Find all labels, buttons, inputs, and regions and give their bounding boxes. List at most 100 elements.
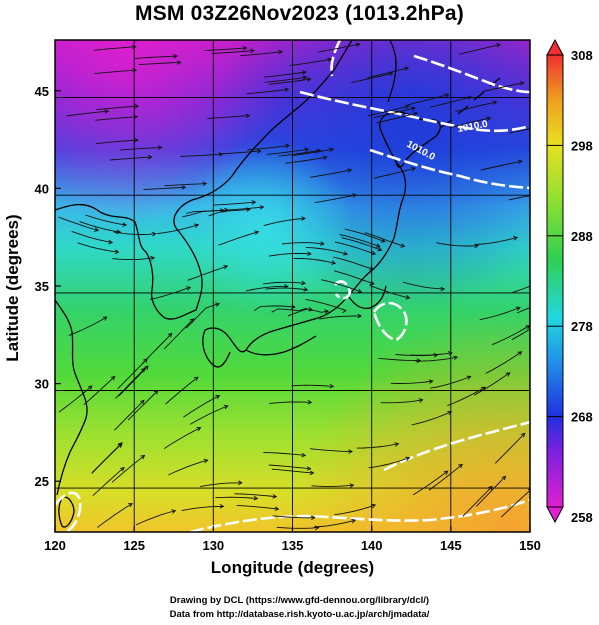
wind-streamline xyxy=(115,368,146,399)
wind-streamline xyxy=(236,504,279,510)
wind-streamline xyxy=(462,486,493,517)
wind-streamline xyxy=(333,270,375,285)
wind-streamline xyxy=(263,452,306,456)
y-tick-label: 30 xyxy=(35,377,49,392)
wind-streamline xyxy=(112,257,155,261)
wind-streamline xyxy=(95,116,138,121)
wind-arrowhead xyxy=(440,286,446,292)
contour-label-1: 1010.0 xyxy=(457,119,489,135)
wind-streamline xyxy=(516,307,530,314)
wind-arrowhead xyxy=(307,251,312,256)
wind-arrowhead xyxy=(223,264,229,270)
wind-streamline xyxy=(491,325,530,346)
wind-streamline xyxy=(455,101,497,113)
wind-streamline xyxy=(269,252,311,257)
wind-streamline xyxy=(376,112,418,124)
x-tick-label: 130 xyxy=(202,538,224,553)
wind-arrowhead xyxy=(310,515,316,521)
wind-streamline xyxy=(291,148,334,157)
wind-streamline xyxy=(95,139,138,145)
wind-arrowhead xyxy=(306,77,312,82)
wind-streamline xyxy=(407,94,449,106)
wind-streamline xyxy=(411,411,452,426)
wind-streamline xyxy=(118,365,149,397)
wind-arrowhead xyxy=(301,70,307,75)
wind-streamline xyxy=(138,61,181,66)
wind-streamline xyxy=(263,281,306,285)
wind-arrowhead xyxy=(144,365,149,371)
wind-streamline xyxy=(333,256,374,271)
wind-streamline xyxy=(66,110,109,117)
wind-streamline xyxy=(247,145,290,151)
wind-streamline xyxy=(430,376,471,389)
wind-streamline xyxy=(187,265,228,281)
wind-arrowhead xyxy=(447,351,453,356)
wind-arrowhead xyxy=(283,283,289,289)
wind-streamline xyxy=(314,194,357,204)
wind-streamline xyxy=(180,153,223,157)
y-tick-label: 45 xyxy=(35,84,49,99)
y-tick-label: 35 xyxy=(35,279,49,294)
wind-arrowhead xyxy=(320,241,325,246)
wind-arrowhead xyxy=(501,475,507,481)
wind-arrowhead xyxy=(349,483,355,488)
x-tick-label: 145 xyxy=(440,538,462,553)
wind-streamline xyxy=(96,105,139,111)
wind-streamline xyxy=(168,459,208,476)
wind-arrowhead xyxy=(171,509,177,514)
wind-streamline xyxy=(321,279,362,293)
wind-streamline xyxy=(271,468,314,474)
wind-streamline xyxy=(113,231,156,235)
wind-arrowhead xyxy=(405,456,411,461)
wind-arrowhead xyxy=(416,358,422,363)
wind-streamline xyxy=(265,287,308,291)
wind-arrowhead xyxy=(102,316,108,321)
wind-arrowhead xyxy=(453,355,459,361)
wind-streamline xyxy=(482,82,524,93)
wind-arrowhead xyxy=(140,454,146,460)
wind-streamline xyxy=(318,43,360,53)
wind-arrowhead xyxy=(369,266,375,271)
wind-arrowhead xyxy=(250,48,255,54)
wind-arrowhead xyxy=(513,236,518,241)
wind-streamline xyxy=(272,515,315,519)
wind-arrowhead xyxy=(108,239,114,245)
wind-streamline xyxy=(264,71,306,78)
wind-arrowhead xyxy=(492,100,498,105)
wind-streamline xyxy=(268,78,311,85)
wind-streamline xyxy=(339,234,380,248)
wind-arrowhead xyxy=(443,470,449,475)
wind-streamline xyxy=(94,69,137,75)
wind-streamline xyxy=(278,149,321,157)
wind-streamline xyxy=(305,298,347,312)
x-tick-label: 150 xyxy=(519,538,541,553)
wind-arrowhead xyxy=(371,503,377,509)
wind-arrowhead xyxy=(219,504,225,509)
chart-title: MSM 03Z26Nov2023 (1013.2hPa) xyxy=(135,2,464,25)
wind-streamline xyxy=(92,467,125,497)
wind-arrowhead xyxy=(307,399,313,405)
wind-streamline xyxy=(475,236,518,245)
wind-arrowhead xyxy=(352,193,358,198)
colorbar-tick-label: 268 xyxy=(571,410,593,425)
wind-arrowhead xyxy=(245,113,251,119)
wind-streamline xyxy=(475,475,506,507)
wind-arrowhead xyxy=(157,145,163,150)
wind-arrowhead xyxy=(153,389,159,395)
wind-streamline xyxy=(356,443,399,449)
wind-streamline xyxy=(373,167,416,179)
wind-streamline xyxy=(485,351,522,374)
wind-streamline xyxy=(218,150,261,155)
wind-arrowhead xyxy=(400,243,406,248)
wind-arrowhead xyxy=(308,306,314,312)
wind-arrowhead xyxy=(110,375,116,381)
wind-streamline xyxy=(436,242,479,247)
wind-arrowhead xyxy=(447,410,453,416)
wind-streamline xyxy=(309,169,352,178)
wind-arrowhead xyxy=(181,185,187,190)
wind-streamline xyxy=(285,156,327,164)
wind-arrowhead xyxy=(224,207,229,213)
wind-arrowhead xyxy=(133,137,139,143)
wind-arrowhead xyxy=(194,223,200,229)
wind-arrowhead xyxy=(196,427,202,432)
